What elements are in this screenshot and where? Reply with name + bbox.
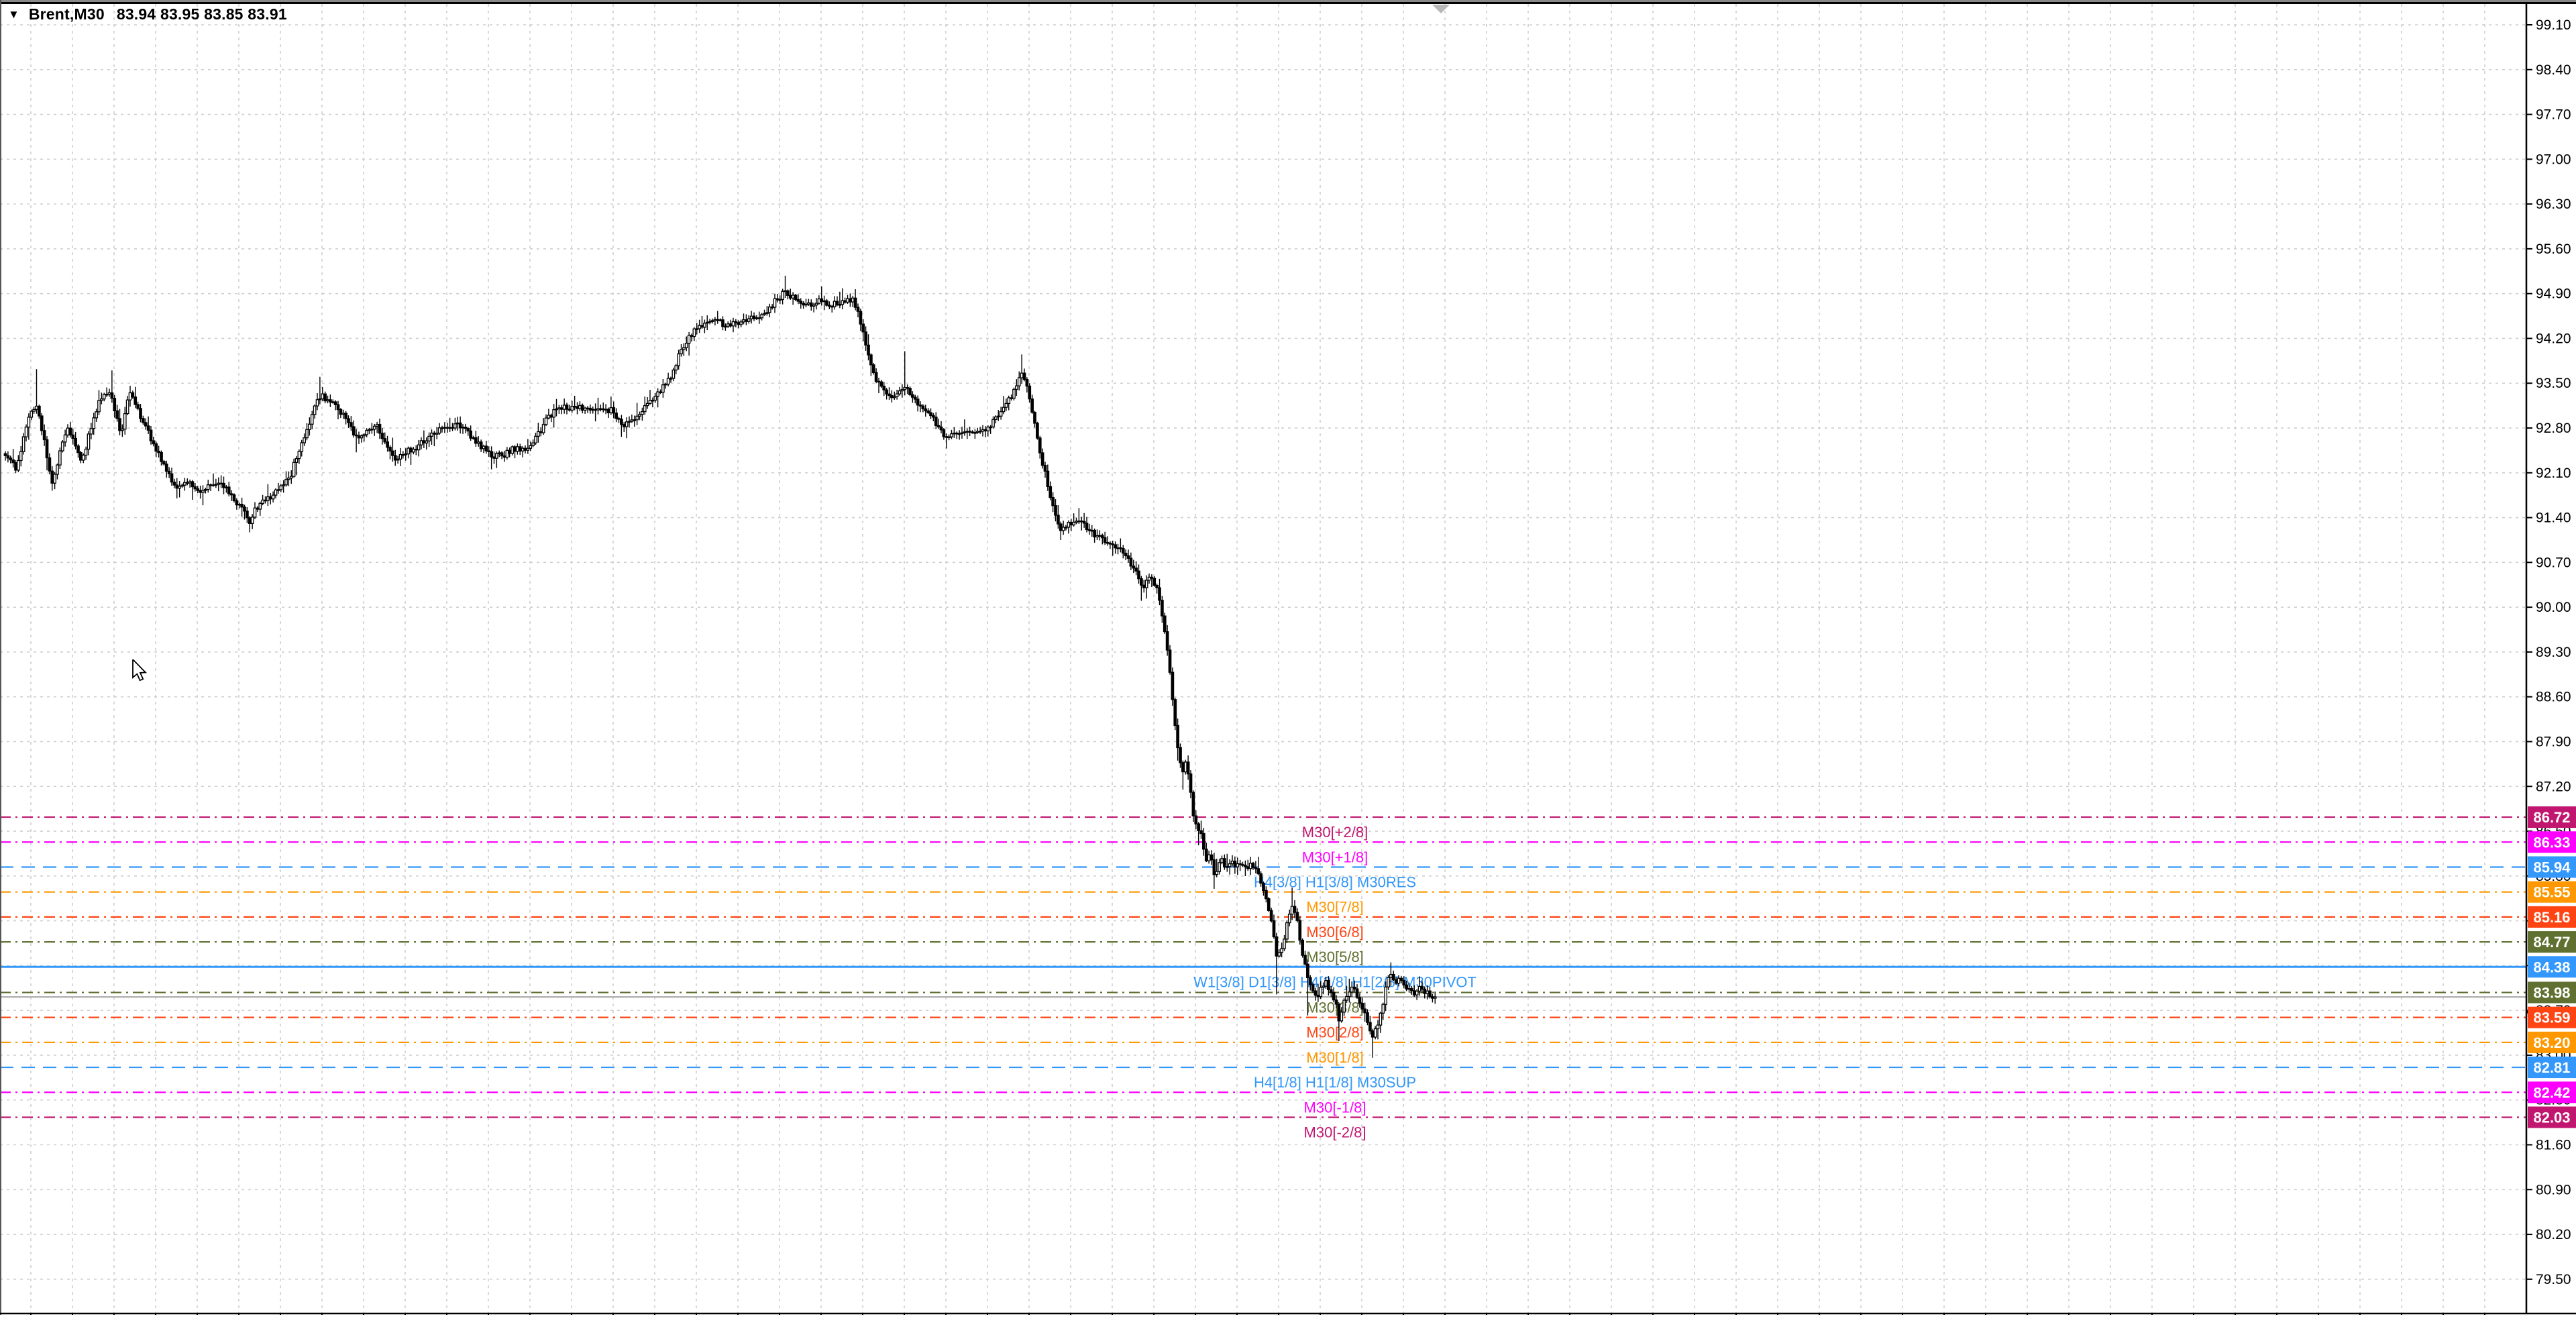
chart-shift-marker-icon[interactable] [1432,5,1450,13]
price-axis-label: 91.40 [2536,511,2571,526]
price-axis-label: 93.50 [2536,376,2571,391]
price-axis-label: 94.90 [2536,286,2571,302]
level-badge-value: 86.33 [2533,834,2570,851]
ohlc-values: 83.94 83.95 83.85 83.91 [116,5,287,23]
price-series [3,275,1437,1058]
level-badge-value: 83.98 [2533,984,2570,1001]
level-badge [2528,856,2576,878]
level-label: W1[3/8] D1[3/8] H4[2/8] H1[2/8] M30PIVOT [1193,973,1477,990]
price-axis-label: 89.30 [2536,645,2571,660]
plot-top-border [0,2,2576,4]
level-badge [2528,1081,2576,1104]
level-label: H4[1/8] H1[1/8] M30SUP [1254,1074,1416,1091]
price-axis-label: 94.20 [2536,331,2571,346]
level-badge-value: 83.59 [2533,1010,2570,1026]
price-axis-label: 80.90 [2536,1182,2571,1197]
level-badge [2528,806,2576,828]
time-axis-strip [0,1315,2576,1339]
level-badge [2528,1106,2576,1128]
level-badge-value: 86.72 [2533,809,2570,826]
level-badge [2528,906,2576,928]
mouse-cursor-icon [132,659,148,682]
price-axis-label: 87.90 [2536,734,2571,749]
level-badge [2528,1031,2576,1053]
level-badge-value: 84.77 [2533,934,2570,951]
price-axis-label: 97.00 [2536,152,2571,167]
grid [0,4,2526,1314]
level-label: M30[6/8] [1306,924,1364,941]
level-label: M30[5/8] [1306,949,1364,965]
level-label: M30[-1/8] [1304,1099,1366,1116]
level-badge [2528,981,2576,1004]
level-label: M30[+1/8] [1302,849,1368,865]
level-badge [2528,1006,2576,1028]
price-axis-label: 97.70 [2536,107,2571,123]
price-axis-label: 96.30 [2536,197,2571,212]
level-badge-value: 82.42 [2533,1084,2570,1101]
level-badge-value: 84.38 [2533,959,2570,975]
price-axis-label: 92.80 [2536,421,2571,436]
level-label: H4[3/8] H1[3/8] M30RES [1254,873,1416,890]
level-badge [2528,881,2576,903]
price-axis-label: 92.10 [2536,466,2571,481]
price-axis-label: 87.20 [2536,779,2571,794]
level-badge-value: 85.94 [2533,859,2571,875]
level-badge [2528,831,2576,853]
price-axis-label: 95.60 [2536,242,2571,257]
level-badge-value: 83.20 [2533,1034,2570,1051]
level-badge-value: 85.16 [2533,909,2570,926]
price-axis-label: 90.70 [2536,555,2571,570]
chart-header: ▼ Brent,M30 83.94 83.95 83.85 83.91 [8,5,287,23]
level-badge-value: 82.03 [2533,1109,2570,1126]
window-left-edge [0,0,1,1339]
level-badge [2528,1057,2576,1079]
price-axis-label: 88.60 [2536,690,2571,705]
price-axis-label: 81.60 [2536,1138,2571,1153]
window-top-edge [0,0,2576,2]
level-label: M30[2/8] [1306,1024,1364,1041]
price-axis-label: 90.00 [2536,600,2571,615]
level-badge-value: 82.81 [2533,1059,2570,1076]
collapse-arrow-icon[interactable]: ▼ [8,8,19,21]
price-axis-label: 98.40 [2536,62,2571,78]
price-axis-label: 79.50 [2536,1272,2571,1287]
level-badge [2528,956,2576,978]
level-label: M30[+2/8] [1302,824,1368,841]
symbol-period-label: Brent,M30 [28,5,105,23]
price-axis-label: 80.20 [2536,1227,2571,1242]
level-badge-value: 85.55 [2533,884,2570,901]
level-badge [2528,931,2576,953]
level-label: M30[-2/8] [1304,1124,1366,1140]
level-label: M30[7/8] [1306,899,1364,916]
price-axis-label: 99.10 [2536,17,2571,33]
level-label: M30[1/8] [1306,1049,1364,1066]
